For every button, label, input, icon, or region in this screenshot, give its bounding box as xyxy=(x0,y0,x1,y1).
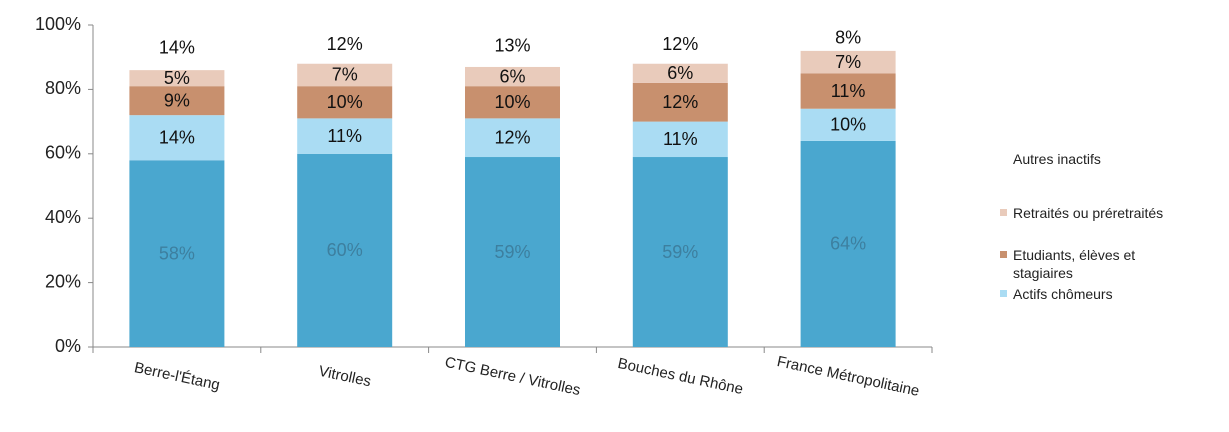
data-label: 12% xyxy=(662,92,698,112)
y-tick-label: 60% xyxy=(45,143,81,163)
data-label: 13% xyxy=(494,36,530,56)
chart: 0% 20% 40% 60% 80% 100% 58% 14% 9%5% 14% Berre-l'É… xyxy=(35,14,933,400)
bar-segment xyxy=(800,50,896,74)
bar-segment xyxy=(465,157,560,347)
bar-segment xyxy=(129,115,225,161)
data-label: 12% xyxy=(662,34,698,54)
bar-segment xyxy=(800,140,896,347)
x-tick-label: Vitrolles xyxy=(317,363,372,391)
data-label: 12% xyxy=(327,34,363,54)
data-label: 64% xyxy=(830,234,866,254)
data-label: 5% xyxy=(164,68,190,88)
data-label: 8% xyxy=(835,28,861,48)
legend-item: Actifs chômeurs xyxy=(1000,285,1225,303)
y-tick-label: 80% xyxy=(45,78,81,98)
bar-segment xyxy=(800,108,896,141)
y-tick-label: 0% xyxy=(55,336,81,356)
bar-segment xyxy=(465,118,560,158)
data-label: 11% xyxy=(663,129,698,149)
data-label: 10% xyxy=(327,92,363,112)
legend-label: Autres inactifs xyxy=(1013,151,1101,167)
data-label: 60% xyxy=(327,240,363,260)
legend-swatch xyxy=(1000,209,1007,216)
bar-segment xyxy=(297,63,393,87)
data-label: 14% xyxy=(159,37,195,57)
data-label: 10% xyxy=(494,92,530,112)
x-tick-label: Bouches du Rhône xyxy=(616,355,744,398)
bar-segment xyxy=(129,70,225,87)
legend-item: Retraités ou préretraités xyxy=(1000,204,1225,222)
data-label: 9% xyxy=(164,90,190,110)
data-label: 11% xyxy=(327,126,362,146)
data-label: 7% xyxy=(332,65,358,85)
data-label: 59% xyxy=(662,242,698,262)
bar-segment xyxy=(129,25,225,71)
bar-segment xyxy=(632,82,728,122)
legend-swatch xyxy=(1000,251,1007,258)
bar-segment xyxy=(465,86,560,119)
bar-segment xyxy=(465,66,560,87)
legend-label: Etudiants, élèves et stagiaires xyxy=(1013,247,1136,281)
bar-segment xyxy=(297,86,393,119)
bar-segment xyxy=(129,86,225,116)
data-label: 59% xyxy=(494,242,530,262)
data-label: 11% xyxy=(831,81,866,101)
data-label: 10% xyxy=(830,115,866,135)
legend-label: Actifs chômeurs xyxy=(1013,286,1113,302)
data-label: 14% xyxy=(159,127,195,147)
bar-segment xyxy=(632,121,728,158)
bar-segment xyxy=(297,118,393,154)
bar-segment xyxy=(800,25,896,51)
bar-segment xyxy=(632,25,728,64)
data-label: 6% xyxy=(499,66,525,86)
bar-segment xyxy=(465,25,560,67)
x-tick-label: Berre-l'Étang xyxy=(133,359,222,394)
x-tick-label: France Métropolitaine xyxy=(775,353,920,400)
legend-label: Retraités ou préretraités xyxy=(1013,205,1164,221)
legend-swatch xyxy=(1000,155,1007,162)
bar-segment xyxy=(800,73,896,109)
bar-segment xyxy=(632,63,728,83)
data-label: 58% xyxy=(159,243,195,263)
x-tick-label: CTG Berre / Vitrolles xyxy=(443,354,582,399)
bar-segment xyxy=(297,25,393,64)
y-tick-label: 20% xyxy=(45,271,81,291)
data-label: 12% xyxy=(494,127,530,147)
bar-segment xyxy=(297,153,393,347)
y-tick-label: 40% xyxy=(45,207,81,227)
data-label: 7% xyxy=(835,52,861,72)
y-tick-label: 100% xyxy=(35,14,81,34)
legend-item: Autres inactifs xyxy=(1000,150,1225,168)
legend-item: Etudiants, élèves et stagiaires xyxy=(1000,246,1225,282)
legend-swatch xyxy=(1000,290,1007,297)
legend: Actifs chômeurs Etudiants, élèves et stag… xyxy=(1000,0,1229,432)
bar-segment xyxy=(632,157,728,347)
data-label: 6% xyxy=(667,63,693,83)
bar-segment xyxy=(129,160,225,347)
